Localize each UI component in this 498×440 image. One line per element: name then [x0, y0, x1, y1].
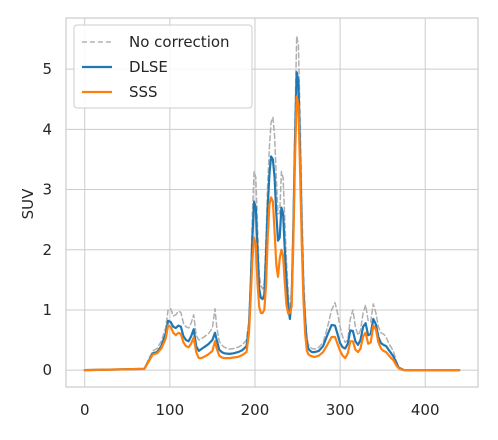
legend: No correction DLSE SSS — [73, 24, 253, 109]
tick-labels: 0 100 200 300 400 0 1 2 3 4 5 — [42, 60, 439, 419]
legend-box — [73, 24, 253, 109]
legend-label-dlse: DLSE — [129, 58, 168, 76]
legend-label-no-correction: No correction — [129, 33, 230, 51]
x-tick-label: 200 — [241, 401, 270, 419]
series-group — [83, 35, 461, 372]
series-line-dlse — [83, 71, 461, 372]
x-tick-label: 300 — [326, 401, 355, 419]
y-tick-label: 0 — [42, 361, 52, 379]
legend-label-sss: SSS — [129, 83, 158, 101]
x-tick-label: 100 — [156, 401, 185, 419]
axes — [65, 17, 479, 388]
series-line-sss — [83, 95, 461, 372]
x-tick-label: 400 — [411, 401, 440, 419]
y-tick-label: 2 — [42, 241, 52, 259]
x-tick-label: 0 — [80, 401, 90, 419]
y-tick-label: 3 — [42, 181, 52, 199]
y-tick-label: 5 — [42, 60, 52, 78]
y-tick-label: 1 — [42, 301, 52, 319]
y-axis-label: SUV — [19, 188, 37, 220]
y-tick-label: 4 — [42, 120, 52, 138]
plot-frame — [65, 17, 479, 388]
